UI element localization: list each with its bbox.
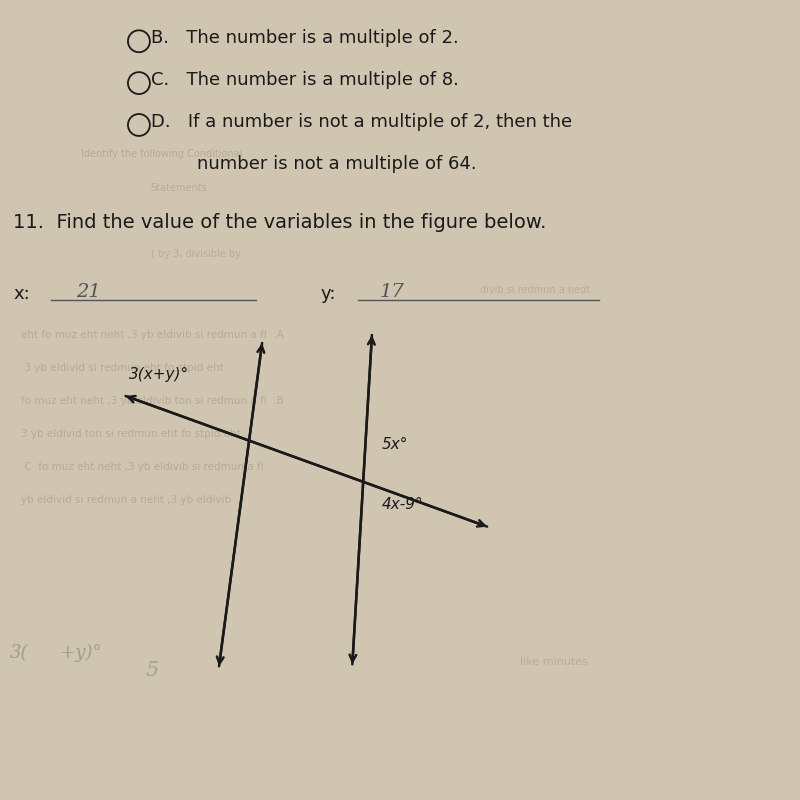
Text: eht fo muz eht neht ,3 yb eldivib si redmun a fI  .A: eht fo muz eht neht ,3 yb eldivib si red… — [22, 330, 284, 340]
Text: like minutes: like minutes — [519, 657, 587, 667]
Text: +y)°: +y)° — [43, 644, 102, 662]
Text: 3 yb eldivid ton si redmun eht fo stpid eht: 3 yb eldivid ton si redmun eht fo stpid … — [22, 429, 241, 439]
Text: 3(: 3( — [10, 644, 28, 662]
Text: B.   The number is a multiple of 2.: B. The number is a multiple of 2. — [151, 30, 458, 47]
Text: fo muz eht neht ,3 yb eldivib ton si redmun a fI  .B: fo muz eht neht ,3 yb eldivib ton si red… — [22, 396, 284, 406]
Text: D.   If a number is not a multiple of 2, then the: D. If a number is not a multiple of 2, t… — [151, 113, 572, 131]
Text: 17: 17 — [380, 283, 405, 302]
Text: divib si redmun a nedt: divib si redmun a nedt — [480, 286, 590, 295]
Text: 11.  Find the value of the variables in the figure below.: 11. Find the value of the variables in t… — [14, 213, 546, 232]
Text: y:: y: — [320, 286, 336, 303]
Text: Identify the following Conditional: Identify the following Conditional — [81, 149, 242, 159]
Text: C.   The number is a multiple of 8.: C. The number is a multiple of 8. — [151, 71, 458, 89]
Text: 4x-9°: 4x-9° — [382, 497, 424, 512]
Text: 3(x+y)°: 3(x+y)° — [129, 367, 189, 382]
Text: x:: x: — [14, 286, 30, 303]
Text: ( by 3, divisible by: ( by 3, divisible by — [151, 249, 241, 258]
Text: 5x°: 5x° — [382, 438, 409, 452]
Text: .3 yb eldivid si redmun eht fo stpid eht: .3 yb eldivid si redmun eht fo stpid eht — [22, 363, 224, 373]
Text: yb eldivid si redmun a neht ,3 yb eldivib: yb eldivid si redmun a neht ,3 yb eldivi… — [22, 494, 231, 505]
Text: 21: 21 — [76, 283, 101, 302]
Text: .C  fo muz eht neht ,3 yb eldivib si redmun a fI: .C fo muz eht neht ,3 yb eldivib si redm… — [22, 462, 264, 472]
Text: number is not a multiple of 64.: number is not a multiple of 64. — [151, 155, 477, 173]
Text: 5: 5 — [146, 661, 159, 680]
Text: Statements.: Statements. — [151, 182, 210, 193]
